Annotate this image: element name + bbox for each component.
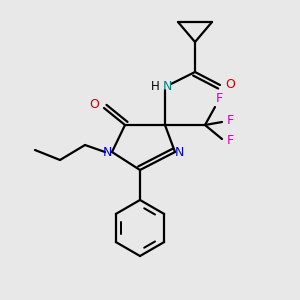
Text: O: O — [89, 98, 99, 110]
Text: N: N — [174, 146, 184, 158]
Text: F: F — [215, 92, 223, 106]
Text: H: H — [151, 80, 159, 92]
Text: F: F — [226, 115, 234, 128]
Text: N: N — [102, 146, 112, 158]
Text: O: O — [225, 79, 235, 92]
Text: F: F — [226, 134, 234, 146]
Text: N: N — [162, 80, 172, 94]
